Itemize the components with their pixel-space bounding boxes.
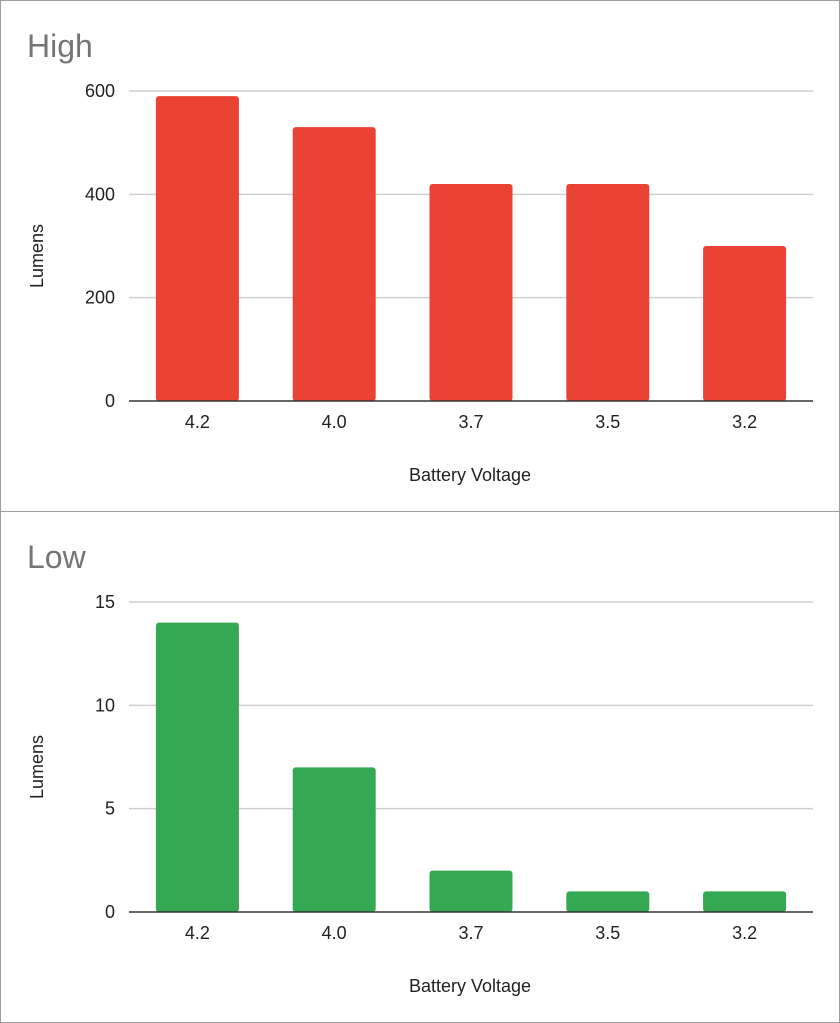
chart-title: Low <box>27 539 87 575</box>
x-tick-label: 4.2 <box>185 412 210 432</box>
x-tick-label: 3.2 <box>732 923 757 943</box>
chart-title: High <box>27 28 93 64</box>
bar-3.5 <box>566 891 650 912</box>
y-tick-label: 0 <box>105 391 115 411</box>
x-tick-label: 3.7 <box>458 412 483 432</box>
bar-3.2 <box>703 891 787 912</box>
y-tick-label: 10 <box>95 695 115 715</box>
bar-4.0 <box>292 127 376 402</box>
x-tick-label: 4.0 <box>322 923 347 943</box>
x-tick-label: 4.2 <box>185 923 210 943</box>
bar-4.2 <box>155 622 239 912</box>
y-tick-label: 600 <box>85 81 115 101</box>
bar-4.2 <box>155 96 239 402</box>
chart-panel-high: High 0 200 400 600 4.2 4.0 3.7 3.5 3.2 Battery V… <box>0 0 840 512</box>
y-tick-label: 15 <box>95 592 115 612</box>
x-tick-label: 3.5 <box>595 923 620 943</box>
x-tick-label: 4.0 <box>322 412 347 432</box>
y-axis-label: Lumens <box>27 735 47 799</box>
y-tick-label: 0 <box>105 902 115 922</box>
chart-panel-low: Low 0 5 10 15 4.2 4.0 3.7 3.5 3.2 Battery Voltag… <box>0 511 840 1023</box>
y-axis-label: Lumens <box>27 224 47 288</box>
bar-3.2 <box>703 246 787 401</box>
x-tick-label: 3.2 <box>732 412 757 432</box>
chart-low-svg: Low 0 5 10 15 4.2 4.0 3.7 3.5 3.2 Battery Voltag… <box>27 539 813 996</box>
bar-3.7 <box>429 870 513 912</box>
bar-3.7 <box>429 184 513 401</box>
x-tick-label: 3.5 <box>595 412 620 432</box>
chart-high-svg: High 0 200 400 600 4.2 4.0 3.7 3.5 3.2 Battery V… <box>27 28 813 485</box>
x-axis-label: Battery Voltage <box>409 976 531 996</box>
y-tick-label: 200 <box>85 288 115 308</box>
x-tick-label: 3.7 <box>458 923 483 943</box>
bar-4.0 <box>292 767 376 912</box>
bar-3.5 <box>566 184 650 401</box>
x-axis-label: Battery Voltage <box>409 465 531 485</box>
y-tick-label: 400 <box>85 184 115 204</box>
y-tick-label: 5 <box>105 799 115 819</box>
